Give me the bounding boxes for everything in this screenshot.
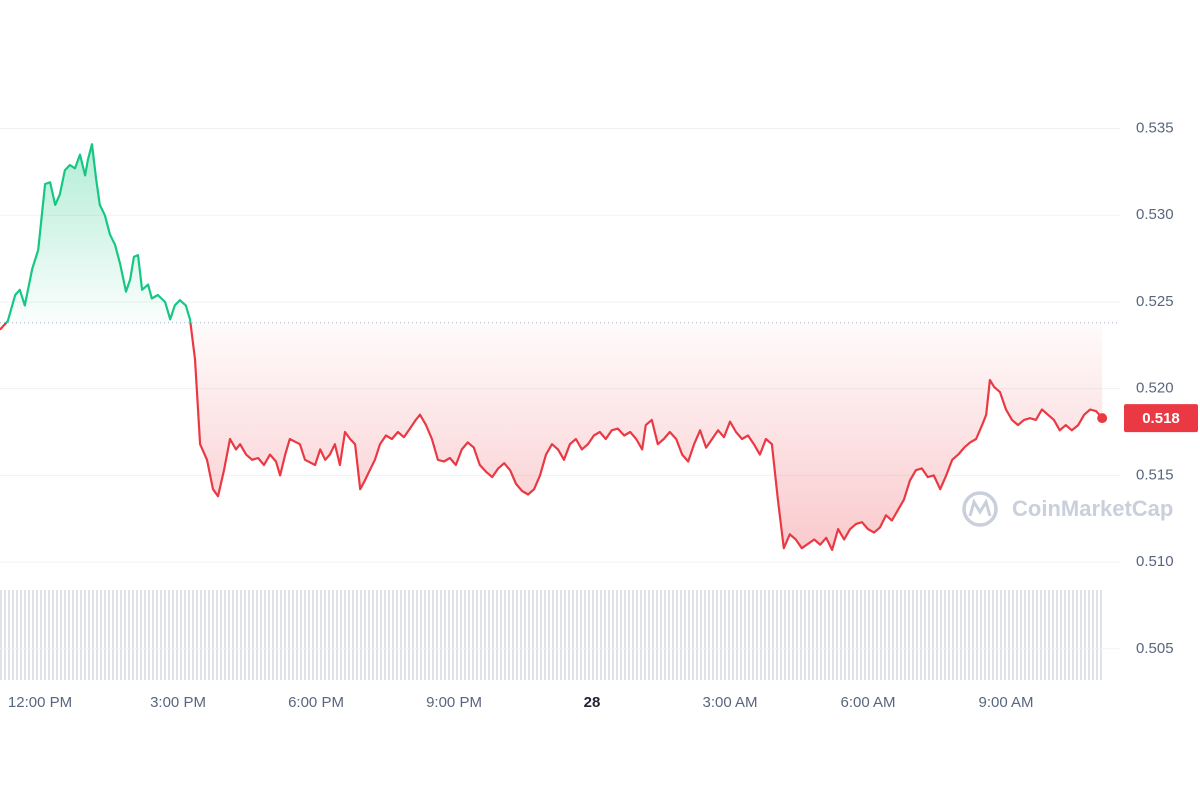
x-tick-label: 28 — [584, 694, 601, 711]
y-tick-label: 0.505 — [1136, 640, 1174, 657]
x-tick-label: 12:00 PM — [8, 694, 72, 711]
x-tick-label: 6:00 PM — [288, 694, 344, 711]
x-tick-label: 9:00 AM — [978, 694, 1033, 711]
x-tick-label: 6:00 AM — [840, 694, 895, 711]
price-tag — [1124, 404, 1198, 433]
x-tick-label: 9:00 PM — [426, 694, 482, 711]
y-tick-label: 0.510 — [1136, 553, 1174, 570]
y-tick-label: 0.535 — [1136, 120, 1174, 137]
watermark-text: CoinMarketCap — [1012, 496, 1173, 521]
y-tick-label: 0.520 — [1136, 380, 1174, 397]
price-line — [0, 143, 1104, 551]
area-down — [0, 322, 1103, 550]
area-up — [6, 144, 191, 323]
watermark: CoinMarketCap — [962, 491, 1173, 527]
y-tick-label: 0.525 — [1136, 293, 1174, 310]
y-tick-label: 0.515 — [1136, 466, 1174, 483]
last-price-dot — [1097, 413, 1108, 424]
x-tick-label: 3:00 PM — [150, 694, 206, 711]
volume-bars — [0, 590, 1104, 680]
price-tag-label: 0.518 — [1142, 410, 1180, 427]
y-tick-label: 0.530 — [1136, 206, 1174, 223]
x-tick-label: 3:00 AM — [702, 694, 757, 711]
